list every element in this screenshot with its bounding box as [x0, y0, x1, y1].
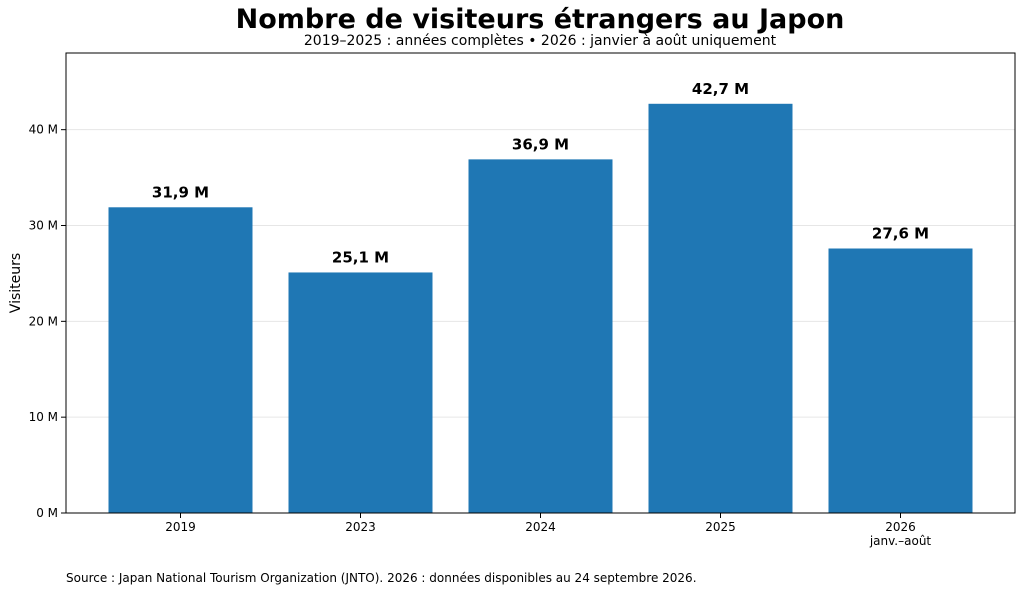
source-note: Source : Japan National Tourism Organiza…: [66, 571, 697, 585]
x-tick-label: 2023: [345, 520, 376, 534]
y-tick-label: 20 M: [29, 314, 58, 328]
x-tick-label: 2025: [705, 520, 736, 534]
bar-2023: [288, 272, 433, 513]
chart-title: Nombre de visiteurs étrangers au Japon: [235, 4, 845, 35]
y-axis-label: Visiteurs: [8, 253, 24, 313]
data-label-2026: 27,6 M: [872, 225, 929, 243]
x-tick-sublabel: janv.–août: [869, 534, 932, 548]
x-tick-label: 2024: [525, 520, 556, 534]
data-label-2024: 36,9 M: [512, 135, 569, 153]
bar-2024: [468, 159, 613, 513]
bar-2019: [108, 207, 253, 513]
data-label-2019: 31,9 M: [152, 183, 209, 201]
y-tick-label: 30 M: [29, 219, 58, 233]
data-label-2025: 42,7 M: [692, 80, 749, 98]
axes: 0 M 10 M 20 M 30 M 40 M 2019 2023 2024 2025 2026j…: [29, 123, 932, 548]
bar-2025: [648, 103, 793, 514]
data-label-2023: 25,1 M: [332, 248, 389, 266]
y-tick-label: 40 M: [29, 123, 58, 137]
chart-subtitle: 2019–2025 : années complètes • 2026 : ja…: [303, 33, 777, 49]
bar-2026: [828, 248, 973, 513]
y-tick-label: 10 M: [29, 410, 58, 424]
x-tick-label: 2026: [885, 520, 916, 534]
bars: [108, 103, 973, 514]
x-tick-label: 2019: [165, 520, 196, 534]
y-tick-label: 0 M: [36, 506, 58, 520]
data-labels: 31,9 M 25,1 M 36,9 M 42,7 M 27,6 M: [152, 80, 929, 267]
